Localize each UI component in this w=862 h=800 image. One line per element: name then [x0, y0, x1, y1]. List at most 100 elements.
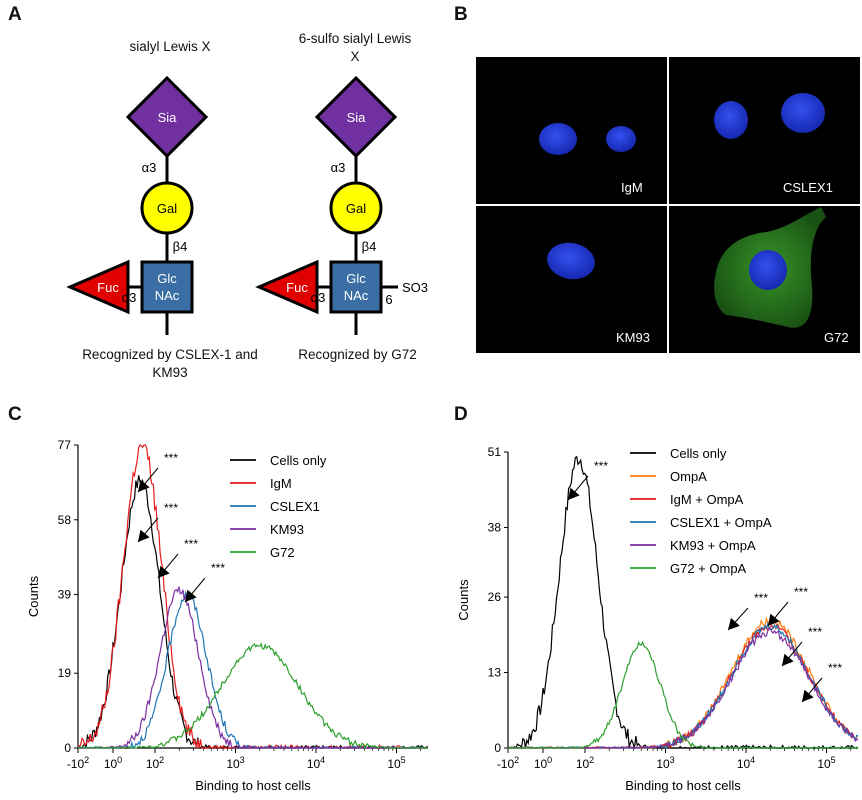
fuc-label: Fuc	[286, 280, 308, 295]
nucleus-km93	[547, 242, 595, 280]
linkage-sia-gal: α3	[331, 160, 346, 175]
panel-a-letter: A	[8, 4, 22, 25]
x-tick-label: -102	[497, 755, 519, 771]
y-tick-label: 13	[488, 666, 502, 680]
panel-c-letter: C	[8, 404, 22, 425]
structure-2-title: 6-sulfo sialyl Lewis X	[298, 31, 412, 64]
annotation-significance: ***	[211, 561, 225, 575]
x-tick-label: 100	[104, 755, 122, 771]
nucleus-igm-1	[539, 123, 577, 155]
series-line-ompa	[507, 616, 859, 750]
legend-label: KM93	[270, 522, 304, 537]
grid-divider-horizontal	[476, 204, 860, 206]
x-tick-label: 104	[737, 755, 755, 771]
glycan-diagrams: Sia Gal Glc NAc Fuc α3 β4 α3 Sia Gal Glc…	[66, 75, 428, 335]
annotation-significance: ***	[808, 625, 822, 639]
annotation-significance: ***	[594, 459, 608, 473]
annotation-arrow-head	[185, 589, 197, 602]
nucleus-cslex1-1	[714, 101, 748, 139]
linkage-gal-glc: β4	[362, 239, 377, 254]
y-tick-label: 51	[488, 445, 502, 459]
annotation-arrow-head	[802, 689, 814, 702]
legend-label: IgM	[270, 476, 292, 491]
x-tick-label: 103	[656, 755, 674, 771]
legend-label: G72	[270, 545, 295, 560]
sialic-acid-diamond	[314, 75, 398, 159]
structure-1-recognized: Recognized by CSLEX-1 and KM93	[82, 347, 258, 380]
y-tick-label: 39	[58, 588, 72, 602]
sia-label: Sia	[347, 110, 367, 125]
glycan-structure-2: Sia Gal Glc NAc Fuc α3 β4 α3 SO3 6	[255, 75, 428, 335]
x-tick-label: 103	[226, 755, 244, 771]
micro-label-igm: IgM	[621, 180, 643, 195]
gal-label: Gal	[157, 201, 177, 216]
microscopy-grid: IgM CSLEX1 KM93 G72	[476, 57, 860, 353]
legend-label: CSLEX1 + OmpA	[670, 515, 772, 530]
annotation-arrow-head	[768, 613, 780, 626]
y-tick-label: 26	[488, 590, 502, 604]
glc-label: Glc	[157, 271, 177, 286]
gal-label: Gal	[346, 201, 366, 216]
annotation-significance: ***	[164, 501, 178, 515]
series-line-cslex1	[77, 590, 428, 749]
annotation-arrow-head	[782, 653, 794, 666]
legend-label: Cells only	[670, 446, 727, 461]
legend-label: IgM + OmpA	[670, 492, 744, 507]
x-tick-label: 100	[534, 755, 552, 771]
nucleus-cslex1-2	[781, 93, 825, 133]
fucose-triangle	[255, 259, 319, 315]
annotation-arrow-head	[728, 617, 740, 630]
series-line-igm-ompa	[507, 623, 859, 749]
flow-histogram-d: 0 13 26 38 51 -102 100 102 103 104 105 Binding to h…	[456, 445, 859, 793]
x-axis-label: Binding to host cells	[195, 778, 311, 793]
flow-histogram-c: 0 19 39 58 77 -102 100 102 103 104 105 Binding to h…	[26, 438, 429, 793]
y-tick-label: 77	[58, 438, 72, 452]
series-line-km93	[78, 586, 429, 749]
fuc-label: Fuc	[97, 280, 119, 295]
linkage-sia-gal: α3	[142, 160, 157, 175]
series-line-igm	[77, 444, 428, 750]
series-line-km93-ompa	[508, 628, 859, 749]
annotation-significance: ***	[184, 537, 198, 551]
galactose-circle	[329, 181, 383, 235]
y-axis-label: Counts	[26, 575, 41, 617]
x-tick-label: 102	[576, 755, 594, 771]
annotation-arrow-head	[138, 479, 150, 492]
galactose-circle	[140, 181, 194, 235]
x-tick-label: 105	[387, 755, 405, 771]
glcnac-square	[140, 260, 194, 314]
structure-1-title: sialyl Lewis X	[129, 39, 211, 54]
micro-label-g72: G72	[824, 330, 849, 345]
series-line-cslex1-ompa	[508, 621, 858, 749]
sulfo-group-label: SO3	[402, 280, 428, 295]
x-axis-label: Binding to host cells	[625, 778, 741, 793]
series-line-g72-ompa	[507, 640, 859, 749]
nucleus-g72	[749, 250, 787, 290]
y-tick-label: 0	[494, 741, 501, 755]
annotation-arrow-head	[568, 487, 580, 500]
annotation-significance: ***	[828, 661, 842, 675]
panel-b-letter: B	[454, 4, 468, 25]
structure-2-recognized: Recognized by G72	[298, 347, 417, 362]
y-tick-label: 19	[58, 666, 72, 680]
x-tick-label: 105	[817, 755, 835, 771]
glcnac-square	[329, 260, 383, 314]
x-tick-label: -102	[67, 755, 89, 771]
x-tick-label: 102	[146, 755, 164, 771]
sulfo-position-label: 6	[385, 292, 392, 307]
nucleus-igm-2	[606, 126, 636, 152]
glc-label: Glc	[346, 271, 366, 286]
micro-label-cslex1: CSLEX1	[783, 180, 833, 195]
annotation-significance: ***	[794, 585, 808, 599]
sia-label: Sia	[158, 110, 178, 125]
microscopy-cells	[539, 93, 826, 328]
legend-label: KM93 + OmpA	[670, 538, 756, 553]
fucose-triangle	[66, 259, 130, 315]
annotation-significance: ***	[164, 451, 178, 465]
y-tick-label: 38	[488, 520, 502, 534]
annotation-arrow-head	[138, 529, 150, 542]
sialic-acid-diamond	[125, 75, 209, 159]
panel-d-letter: D	[454, 404, 468, 425]
legend-label: OmpA	[670, 469, 707, 484]
glycan-structure-1: Sia Gal Glc NAc Fuc α3 β4 α3	[66, 75, 209, 335]
